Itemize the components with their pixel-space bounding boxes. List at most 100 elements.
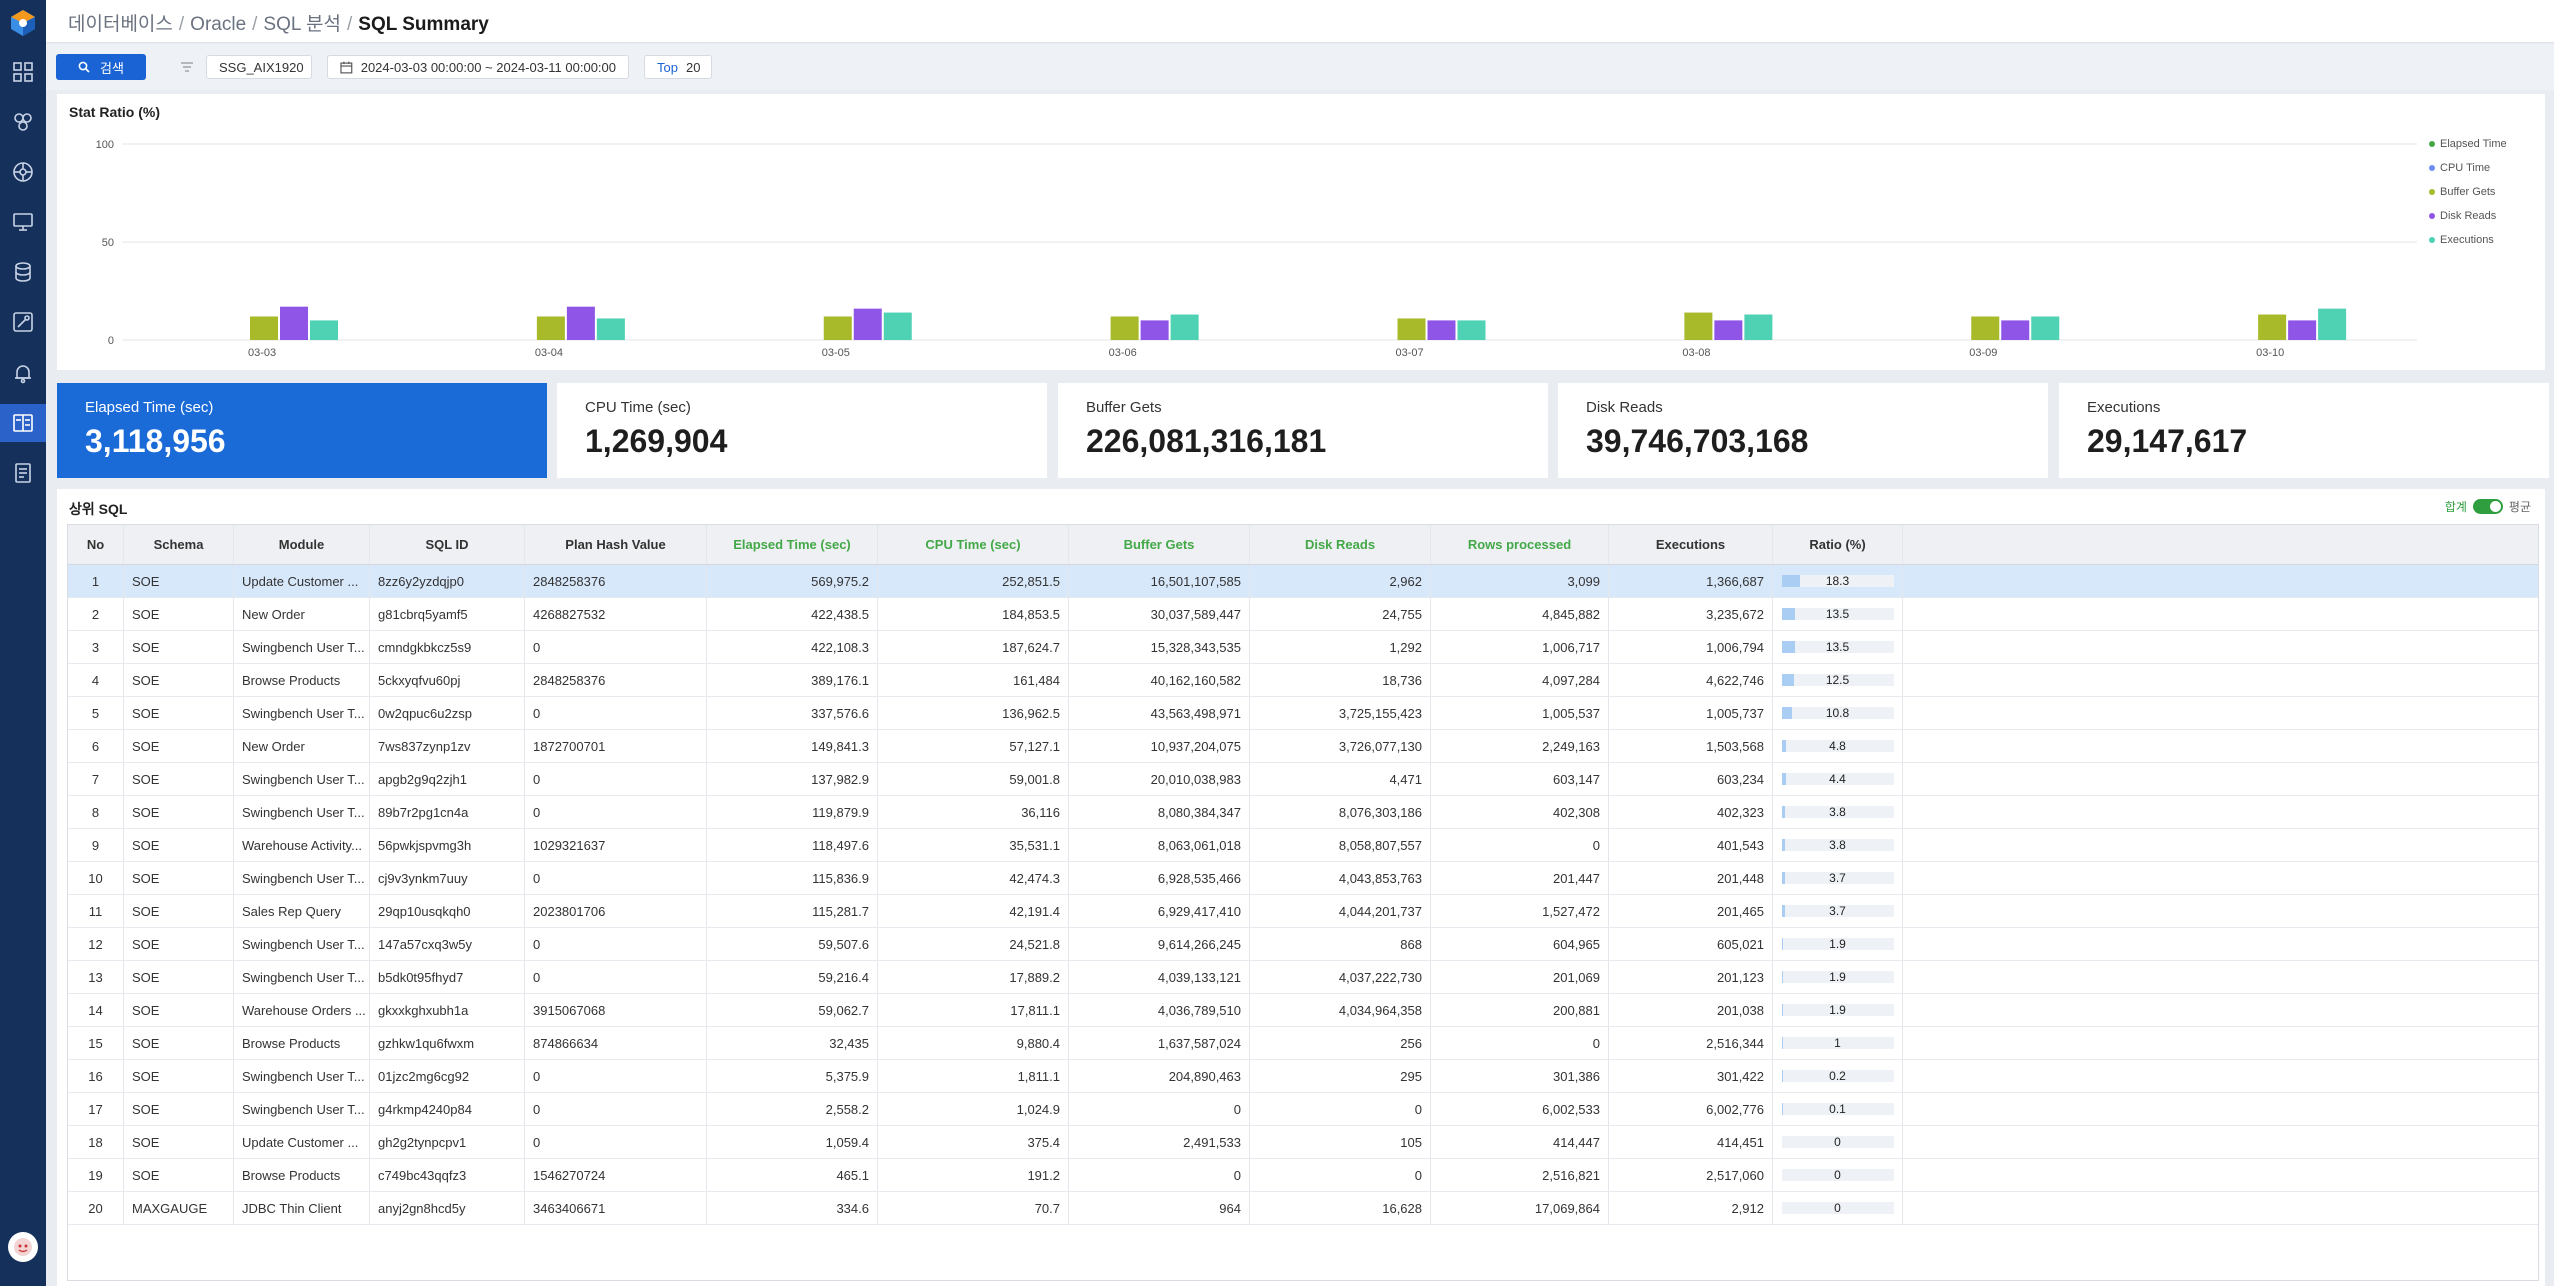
table-row[interactable]: 9 SOE Warehouse Activity... 56pwkjspvmg3h 10…	[68, 829, 2538, 862]
page-title: SQL Summary	[358, 14, 489, 35]
table-row[interactable]: 2 SOE New Order g81cbrq5yamf5 4268827532 422,…	[68, 598, 2538, 631]
bar-buffer-gets-03-04[interactable]	[536, 316, 565, 340]
bar-disk-reads-03-06[interactable]	[1140, 320, 1169, 340]
column-header-plan-hash-value[interactable]: Plan Hash Value	[525, 525, 707, 564]
table-row[interactable]: 13 SOE Swingbench User T... b5dk0t95fhyd7 0 5…	[68, 961, 2538, 994]
bar-executions-03-04[interactable]	[596, 318, 625, 340]
sum-avg-toggle[interactable]	[2472, 499, 2503, 514]
legend-item-buffer-gets[interactable]: Buffer Gets	[2429, 180, 2507, 204]
bar-disk-reads-03-05[interactable]	[853, 308, 882, 340]
bar-executions-03-10[interactable]	[2318, 308, 2347, 340]
app-logo-icon[interactable]	[8, 8, 38, 38]
cell-sql-id: 7ws837zynp1zv	[370, 730, 525, 762]
x-tick-label: 03-04	[535, 347, 563, 359]
column-header-rows-processed[interactable]: Rows processed	[1431, 525, 1609, 564]
bar-executions-03-05[interactable]	[883, 312, 912, 340]
cell-executions: 201,465	[1609, 895, 1773, 927]
legend-item-disk-reads[interactable]: Disk Reads	[2429, 204, 2507, 228]
table-row[interactable]: 11 SOE Sales Rep Query 29qp10usqkqh0 2023801…	[68, 895, 2538, 928]
column-header-elapsed-time[interactable]: Elapsed Time (sec)	[707, 525, 878, 564]
date-range-picker[interactable]: 2024-03-03 00:00:00 ~ 2024-03-11 00:00:0…	[327, 55, 629, 79]
cell-buffer-gets: 8,080,384,347	[1069, 796, 1250, 828]
bar-executions-03-09[interactable]	[2031, 316, 2060, 340]
column-header-cpu-time[interactable]: CPU Time (sec)	[878, 525, 1069, 564]
cell-elapsed-time: 119,879.9	[707, 796, 878, 828]
bar-buffer-gets-03-08[interactable]	[1684, 312, 1713, 340]
column-header-schema[interactable]: Schema	[124, 525, 234, 564]
bar-executions-03-03[interactable]	[310, 320, 338, 340]
column-header-ratio[interactable]: Ratio (%)	[1773, 525, 1903, 564]
bell-icon[interactable]	[0, 354, 46, 392]
column-header-buffer-gets[interactable]: Buffer Gets	[1069, 525, 1250, 564]
legend-item-executions[interactable]: Executions	[2429, 228, 2507, 252]
table-row[interactable]: 7 SOE Swingbench User T... apgb2g9q2zjh1 0 13…	[68, 763, 2538, 796]
table-row[interactable]: 5 SOE Swingbench User T... 0w2qpuc6u2zsp 0 33…	[68, 697, 2538, 730]
column-header-sql-id[interactable]: SQL ID	[370, 525, 525, 564]
kubernetes-icon[interactable]	[0, 153, 46, 191]
table-row[interactable]: 10 SOE Swingbench User T... cj9v3ynkm7uuy 0 1…	[68, 862, 2538, 895]
cell-plan-hash-value: 874866634	[525, 1027, 707, 1059]
sql-analysis-icon[interactable]	[0, 404, 46, 442]
elapsed-time-card[interactable]: Elapsed Time (sec) 3,118,956	[57, 383, 547, 478]
tools-icon[interactable]	[0, 303, 46, 341]
breadcrumb-oracle[interactable]: Oracle	[190, 14, 247, 35]
bar-buffer-gets-03-05[interactable]	[823, 316, 852, 340]
table-row[interactable]: 19 SOE Browse Products c749bc43qqfz3 1546270…	[68, 1159, 2538, 1192]
breadcrumb-database[interactable]: 데이터베이스	[68, 14, 173, 35]
bar-buffer-gets-03-06[interactable]	[1110, 316, 1139, 340]
ratio-value: 3.8	[1829, 805, 1846, 819]
dashboard-grid-icon[interactable]	[0, 53, 46, 91]
table-row[interactable]: 12 SOE Swingbench User T... 147a57cxq3w5y 0 5…	[68, 928, 2538, 961]
column-header-module[interactable]: Module	[234, 525, 370, 564]
filter-icon[interactable]	[180, 61, 194, 73]
table-row[interactable]: 1 SOE Update Customer ... 8zz6y2yzdqjp0 2848…	[68, 565, 2538, 598]
bar-disk-reads-03-09[interactable]	[2001, 320, 2030, 340]
cell-elapsed-time: 59,216.4	[707, 961, 878, 993]
table-row[interactable]: 3 SOE Swingbench User T... cmndgkbkcz5s9 0 42…	[68, 631, 2538, 664]
report-icon[interactable]	[0, 454, 46, 492]
executions-card[interactable]: Executions 29,147,617	[2059, 383, 2549, 478]
table-row[interactable]: 15 SOE Browse Products gzhkw1qu6fwxm 8748666…	[68, 1027, 2538, 1060]
database-icon[interactable]	[0, 253, 46, 291]
server-monitor-icon[interactable]	[0, 203, 46, 241]
bar-executions-03-08[interactable]	[1744, 314, 1773, 340]
table-row[interactable]: 16 SOE Swingbench User T... 01jzc2mg6cg92 0 5…	[68, 1060, 2538, 1093]
bar-buffer-gets-03-10[interactable]	[2258, 314, 2287, 340]
disk-reads-card[interactable]: Disk Reads 39,746,703,168	[1558, 383, 2048, 478]
cluster-icon[interactable]	[0, 103, 46, 141]
column-header-disk-reads[interactable]: Disk Reads	[1250, 525, 1431, 564]
cell-sql-id: 01jzc2mg6cg92	[370, 1060, 525, 1092]
cpu-time-card[interactable]: CPU Time (sec) 1,269,904	[557, 383, 1047, 478]
top-n-selector[interactable]: Top 20	[644, 55, 712, 79]
buffer-gets-card[interactable]: Buffer Gets 226,081,316,181	[1058, 383, 1548, 478]
bar-disk-reads-03-08[interactable]	[1714, 320, 1743, 340]
table-row[interactable]: 20 MAXGAUGE JDBC Thin Client anyj2gn8hcd5y 3…	[68, 1192, 2538, 1225]
cell-schema: SOE	[124, 829, 234, 861]
table-row[interactable]: 6 SOE New Order 7ws837zynp1zv 1872700701 149,…	[68, 730, 2538, 763]
bar-disk-reads-03-07[interactable]	[1427, 320, 1456, 340]
table-row[interactable]: 8 SOE Swingbench User T... 89b7r2pg1cn4a 0 11…	[68, 796, 2538, 829]
bar-buffer-gets-03-07[interactable]	[1397, 318, 1426, 340]
ratio-bar-fill	[1781, 641, 1796, 653]
breadcrumb-sql-analysis[interactable]: SQL 분석	[263, 14, 341, 35]
bar-disk-reads-03-04[interactable]	[566, 306, 595, 340]
bar-executions-03-07[interactable]	[1457, 320, 1486, 340]
table-row[interactable]: 4 SOE Browse Products 5ckxyqfvu60pj 28482583…	[68, 664, 2538, 697]
bar-disk-reads-03-03[interactable]	[280, 306, 308, 340]
legend-item-elapsed-time[interactable]: Elapsed Time	[2429, 132, 2507, 156]
cell-schema: SOE	[124, 631, 234, 663]
bar-buffer-gets-03-03[interactable]	[250, 316, 278, 340]
table-row[interactable]: 18 SOE Update Customer ... gh2g2tynpcpv1 0 1,…	[68, 1126, 2538, 1159]
bar-executions-03-06[interactable]	[1170, 314, 1199, 340]
column-header-executions[interactable]: Executions	[1609, 525, 1773, 564]
bar-buffer-gets-03-09[interactable]	[1971, 316, 2000, 340]
search-button[interactable]: 검색	[56, 54, 146, 80]
column-header-no[interactable]: No	[68, 525, 124, 564]
bar-disk-reads-03-10[interactable]	[2288, 320, 2317, 340]
legend-item-cpu-time[interactable]: CPU Time	[2429, 156, 2507, 180]
instance-selector[interactable]: SSG_AIX1920	[206, 55, 312, 79]
cell-disk-reads: 105	[1250, 1126, 1431, 1158]
user-avatar[interactable]	[8, 1232, 38, 1262]
table-row[interactable]: 17 SOE Swingbench User T... g4rkmp4240p84 0 2…	[68, 1093, 2538, 1126]
table-row[interactable]: 14 SOE Warehouse Orders ... gkxxkghxubh1a 39…	[68, 994, 2538, 1027]
